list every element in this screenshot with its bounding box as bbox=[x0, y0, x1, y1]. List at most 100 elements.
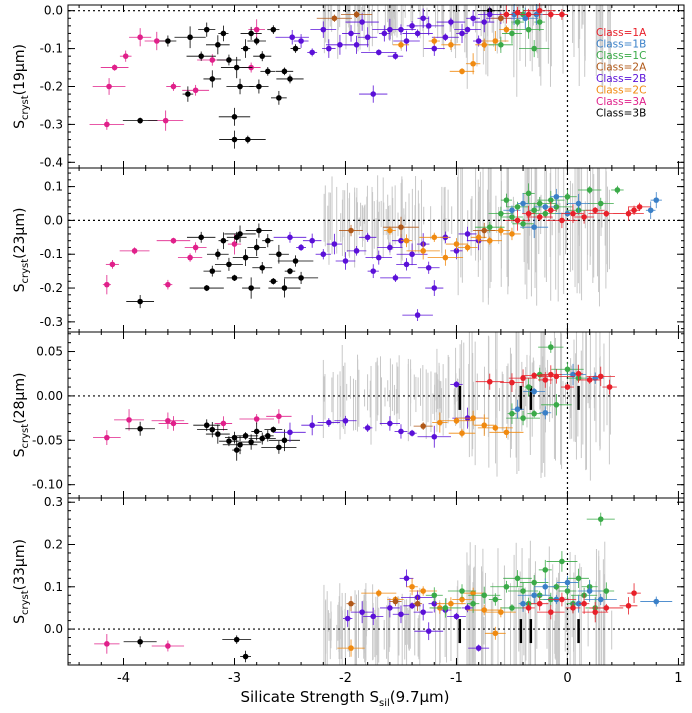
data-point bbox=[403, 575, 410, 582]
series-Class=1A bbox=[475, 364, 617, 395]
data-point bbox=[398, 611, 404, 618]
data-point bbox=[253, 244, 260, 251]
data-point bbox=[414, 312, 421, 318]
data-point bbox=[459, 588, 465, 594]
legend-entry: Class=2A bbox=[596, 62, 647, 74]
series-Class=3B bbox=[125, 419, 300, 461]
data-point bbox=[542, 567, 549, 573]
data-point bbox=[137, 638, 143, 645]
legend-entry: Class=1C bbox=[596, 50, 646, 62]
data-point bbox=[242, 45, 249, 52]
data-point bbox=[481, 607, 488, 613]
data-point bbox=[375, 49, 382, 56]
data-point bbox=[309, 237, 315, 244]
data-point bbox=[331, 241, 338, 247]
data-point bbox=[403, 237, 410, 244]
data-point bbox=[514, 217, 521, 224]
data-point bbox=[459, 430, 465, 436]
data-point bbox=[470, 15, 476, 22]
panel-1: 0.0 -0.1 -0.2 -0.3 -0.4 Scryst(19μm) bbox=[12, 3, 685, 169]
data-point bbox=[298, 244, 304, 251]
data-point bbox=[398, 224, 404, 230]
data-point bbox=[522, 15, 529, 22]
data-point bbox=[586, 377, 593, 383]
data-point bbox=[137, 425, 143, 432]
data-point bbox=[603, 605, 610, 611]
data-point bbox=[111, 64, 118, 71]
data-point bbox=[253, 428, 260, 435]
data-point bbox=[409, 251, 415, 258]
data-point bbox=[442, 254, 449, 261]
data-point bbox=[536, 600, 543, 607]
data-point bbox=[453, 381, 460, 388]
data-point bbox=[170, 237, 177, 244]
data-point bbox=[104, 641, 110, 647]
data-point bbox=[209, 57, 216, 63]
data-point bbox=[448, 42, 454, 48]
data-point bbox=[253, 38, 260, 44]
data-point bbox=[603, 210, 610, 217]
data-point bbox=[548, 197, 554, 203]
series-Class=2C bbox=[392, 25, 514, 75]
panel-frame bbox=[67, 497, 685, 666]
data-point bbox=[353, 42, 360, 48]
y-tick-label: 0.0 bbox=[44, 622, 63, 636]
data-point bbox=[564, 588, 571, 594]
y-tick-label: 0.1 bbox=[44, 580, 63, 594]
data-point bbox=[270, 26, 277, 33]
data-point bbox=[470, 415, 476, 421]
data-point bbox=[453, 248, 460, 254]
data-point bbox=[531, 45, 537, 52]
data-point bbox=[481, 42, 488, 48]
data-point bbox=[475, 38, 482, 44]
data-point bbox=[464, 231, 471, 237]
data-point bbox=[170, 420, 177, 427]
data-point bbox=[453, 241, 460, 247]
data-point bbox=[104, 121, 110, 128]
legend-entry: Class=3B bbox=[596, 108, 646, 120]
data-point bbox=[387, 227, 393, 234]
data-point bbox=[509, 231, 515, 237]
data-point bbox=[281, 285, 288, 291]
data-point bbox=[520, 200, 526, 207]
panel-3: 0.05 0.00 -0.05 -0.10 Scryst(28μm) bbox=[12, 331, 685, 499]
data-point bbox=[276, 413, 282, 420]
data-point bbox=[359, 609, 365, 615]
data-point bbox=[509, 30, 515, 37]
data-point bbox=[170, 83, 177, 90]
data-point bbox=[525, 210, 532, 217]
data-point bbox=[248, 285, 254, 291]
data-point bbox=[520, 588, 526, 594]
data-point bbox=[503, 583, 510, 590]
data-point bbox=[326, 45, 332, 52]
data-point bbox=[420, 423, 426, 429]
data-point bbox=[203, 422, 210, 429]
data-point bbox=[570, 605, 576, 611]
data-point bbox=[498, 42, 504, 48]
data-point bbox=[298, 38, 304, 44]
data-point bbox=[370, 91, 377, 97]
data-point bbox=[292, 45, 299, 52]
data-point bbox=[398, 428, 404, 435]
data-point bbox=[231, 275, 238, 281]
data-point bbox=[553, 401, 560, 408]
data-point bbox=[137, 298, 143, 305]
data-point bbox=[187, 34, 193, 41]
data-point bbox=[481, 592, 488, 599]
data-point bbox=[215, 42, 221, 48]
data-point bbox=[131, 248, 138, 254]
legend-entry: Class=1A bbox=[596, 27, 647, 39]
y-tick-label: -0.4 bbox=[40, 155, 63, 169]
data-point bbox=[442, 34, 449, 41]
y-tick-label: -0.2 bbox=[40, 281, 63, 295]
data-point bbox=[531, 224, 537, 230]
data-point bbox=[464, 26, 471, 33]
data-point bbox=[514, 204, 521, 210]
data-point bbox=[137, 34, 143, 41]
data-point bbox=[425, 628, 432, 634]
data-point bbox=[509, 605, 515, 611]
y-tick-label: 0.2 bbox=[44, 538, 63, 552]
data-point bbox=[109, 261, 116, 268]
data-point bbox=[492, 38, 499, 44]
